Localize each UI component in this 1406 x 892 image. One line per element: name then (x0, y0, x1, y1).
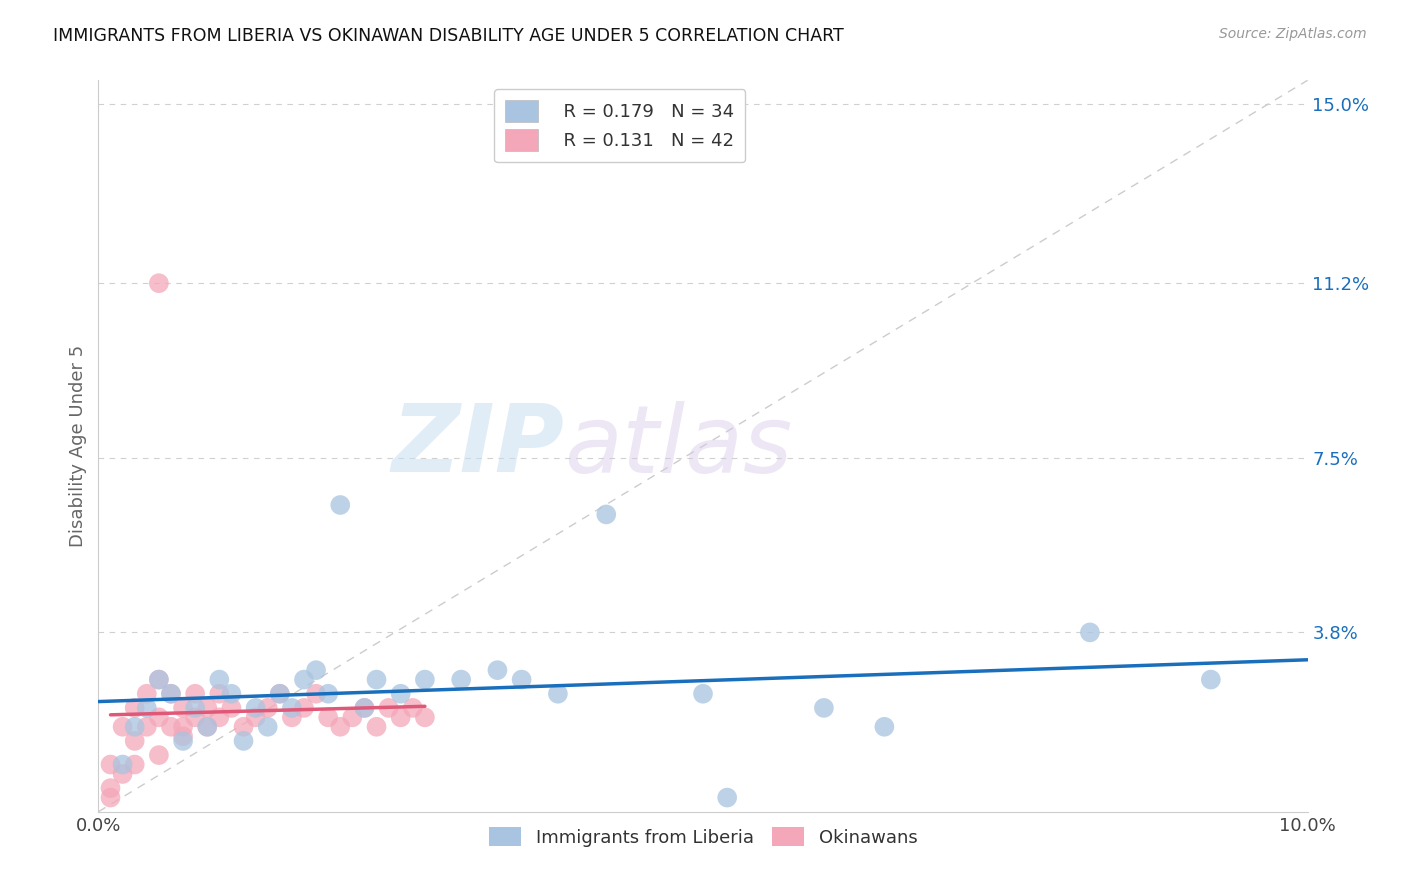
Point (184, 687, 207, 701)
Point (208, 687, 231, 701)
Point (245, 710, 267, 724)
Point (366, 720, 388, 734)
Point (124, 757, 146, 772)
Point (281, 701, 304, 715)
Point (547, 687, 569, 701)
Point (100, 781, 122, 796)
Y-axis label: Disability Age Under 5: Disability Age Under 5 (69, 345, 87, 547)
Text: ZIP: ZIP (391, 400, 564, 492)
Point (413, 673, 436, 687)
Point (148, 673, 170, 687)
Point (172, 720, 194, 734)
Point (366, 673, 388, 687)
Point (111, 767, 134, 781)
Point (245, 701, 267, 715)
Point (148, 673, 170, 687)
Point (135, 701, 157, 715)
Point (135, 687, 157, 701)
Text: IMMIGRANTS FROM LIBERIA VS OKINAWAN DISABILITY AGE UNDER 5 CORRELATION CHART: IMMIGRANTS FROM LIBERIA VS OKINAWAN DISA… (53, 27, 844, 45)
Point (148, 710, 170, 724)
Point (148, 748, 170, 763)
Point (208, 710, 231, 724)
Legend: Immigrants from Liberia, Okinawans: Immigrants from Liberia, Okinawans (481, 820, 925, 854)
Point (329, 498, 352, 512)
Point (100, 790, 122, 805)
Text: atlas: atlas (564, 401, 792, 491)
Point (221, 701, 243, 715)
Point (148, 276, 170, 290)
Point (389, 687, 412, 701)
Text: Source: ZipAtlas.com: Source: ZipAtlas.com (1219, 27, 1367, 41)
Point (486, 663, 509, 677)
Point (184, 701, 207, 715)
Point (221, 687, 243, 701)
Point (329, 720, 352, 734)
Point (353, 701, 375, 715)
Point (873, 720, 896, 734)
Point (195, 720, 218, 734)
Point (256, 720, 278, 734)
Point (124, 701, 146, 715)
Point (172, 701, 194, 715)
Point (316, 710, 339, 724)
Point (510, 673, 533, 687)
Point (281, 710, 304, 724)
Point (595, 508, 617, 522)
Point (100, 757, 122, 772)
Point (172, 729, 194, 743)
Point (232, 720, 254, 734)
Point (124, 734, 146, 748)
Point (716, 790, 738, 805)
Point (305, 687, 328, 701)
Point (256, 701, 278, 715)
Point (692, 687, 714, 701)
Point (160, 687, 183, 701)
Point (353, 701, 375, 715)
Point (305, 663, 328, 677)
Point (195, 720, 218, 734)
Point (111, 720, 134, 734)
Point (450, 673, 472, 687)
Point (813, 701, 835, 715)
Point (1078, 625, 1101, 640)
Point (389, 710, 412, 724)
Point (124, 720, 146, 734)
Point (402, 701, 425, 715)
Point (160, 687, 183, 701)
Point (1199, 673, 1222, 687)
Point (377, 701, 399, 715)
Point (269, 687, 291, 701)
Point (184, 710, 207, 724)
Point (111, 757, 134, 772)
Point (292, 673, 315, 687)
Point (292, 701, 315, 715)
Point (342, 710, 364, 724)
Point (160, 720, 183, 734)
Point (195, 701, 218, 715)
Point (232, 734, 254, 748)
Point (316, 687, 339, 701)
Point (413, 710, 436, 724)
Point (172, 734, 194, 748)
Point (135, 720, 157, 734)
Point (269, 687, 291, 701)
Point (208, 673, 231, 687)
